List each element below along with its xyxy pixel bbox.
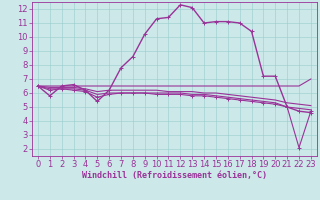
X-axis label: Windchill (Refroidissement éolien,°C): Windchill (Refroidissement éolien,°C)	[82, 171, 267, 180]
